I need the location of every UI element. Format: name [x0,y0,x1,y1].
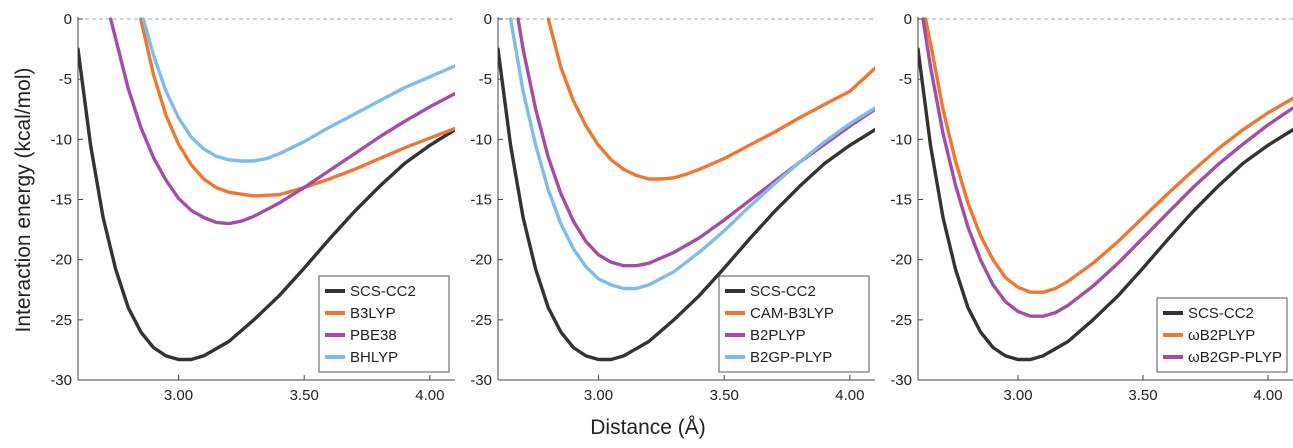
legend-label: SCS-CC2 [750,283,816,300]
x-tick-label: 4.00 [415,387,444,404]
x-tick-label: 3.00 [164,387,193,404]
y-tick-label: -10 [470,131,492,148]
legend-label: SCS-CC2 [350,283,416,300]
series-line-2 [141,19,455,196]
x-tick-label: 3.50 [1128,387,1157,404]
y-tick-label: -5 [59,71,72,88]
legend-label: B3LYP [350,305,396,322]
y-tick-label: -15 [470,192,492,209]
y-tick-label: -5 [899,71,912,88]
y-tick-label: -25 [470,312,492,329]
legend: SCS-CC2 CAM-B3LYP B2PLYP B2GP-PLYP [719,276,869,372]
series-line-4 [143,19,455,161]
legend-label: ωB2PLYP [1188,327,1255,344]
y-tick-label: -25 [890,312,912,329]
y-tick-label: -20 [470,252,492,269]
y-tick-label: -10 [890,131,912,148]
legend-label: SCS-CC2 [1188,305,1254,322]
x-tick-label: 3.00 [1003,387,1032,404]
y-axis-title: Interaction energy (kcal/mol) [12,68,35,333]
y-tick-label: -20 [50,252,72,269]
x-tick-label: 3.50 [290,387,319,404]
chart-panel-2: 0 -5 -10 -15 -20 -25 -30 3.00 3.50 4.00 SCS-CC2 CAM… [470,11,875,404]
y-tick-label: -30 [890,372,912,389]
x-tick-label: 3.50 [710,387,739,404]
y-tick-label: 0 [64,11,72,28]
legend-label: B2GP-PLYP [750,349,832,366]
x-axis-title: Distance (Å) [590,416,706,439]
legend-label: PBE38 [350,327,397,344]
y-tick-label: -25 [50,312,72,329]
y-tick-label: -10 [50,131,72,148]
series-line-4 [511,19,875,289]
legend: SCS-CC2 B3LYP PBE38 BHLYP [319,276,449,372]
legend-label: ωB2GP-PLYP [1188,349,1282,366]
series-line-2 [548,19,875,179]
x-tick-label: 3.00 [584,387,613,404]
legend-label: CAM-B3LYP [750,305,834,322]
y-tick-label: -15 [50,192,72,209]
y-tick-label: -30 [470,372,492,389]
x-tick-label: 4.00 [1253,387,1282,404]
y-tick-label: -5 [479,71,492,88]
y-tick-label: 0 [484,11,492,28]
y-tick-label: -15 [890,192,912,209]
legend-label: BHLYP [350,349,398,366]
y-tick-label: -30 [50,372,72,389]
chart-panel-1: 0 -5 -10 -15 -20 -25 -30 3.00 3.50 4.00 SCS-CC2 B3L… [50,11,455,404]
series-line-2 [926,19,1293,292]
y-tick-label: -20 [890,252,912,269]
y-tick-label: 0 [904,11,912,28]
chart-panel-3: 0 -5 -10 -15 -20 -25 -30 3.00 3.50 4.00 SCS-CC2 ωB2… [890,11,1293,404]
x-tick-label: 4.00 [835,387,864,404]
legend: SCS-CC2 ωB2PLYP ωB2GP-PLYP [1157,298,1287,372]
legend-label: B2PLYP [750,327,806,344]
